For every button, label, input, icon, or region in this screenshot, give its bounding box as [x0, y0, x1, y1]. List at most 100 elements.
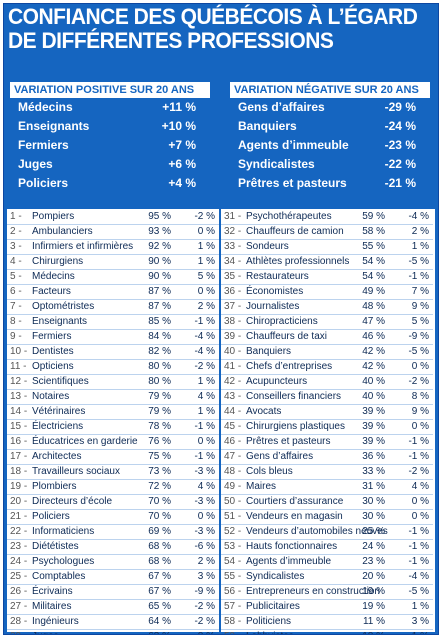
row-profession: Politiciens — [246, 616, 292, 627]
row-rank: 17 - — [10, 451, 28, 462]
row-confidence-pct: 25 % — [362, 526, 385, 537]
row-rank: 11 - — [10, 361, 27, 372]
negative-variation-value: -21 % — [384, 176, 416, 190]
table-row: 15 - Électriciens 78 % -1 % — [7, 420, 219, 435]
row-rank: 23 - — [10, 541, 28, 552]
row-rank: 12 - — [10, 376, 28, 387]
row-confidence-pct: 90 % — [148, 271, 171, 282]
row-confidence-pct: 19 % — [362, 601, 385, 612]
positive-variation-name: Policiers — [18, 176, 69, 190]
row-rank: 51 - — [224, 511, 242, 522]
row-rank: 19 - — [10, 481, 28, 492]
row-change: 1 % — [411, 601, 429, 612]
row-confidence-pct: 40 % — [362, 376, 385, 387]
table-row: 2 - Ambulanciers 93 % 0 % — [7, 225, 219, 240]
negative-variation-row: Syndicalistes -22 % — [230, 155, 430, 174]
table-row: 42 - Acupuncteurs 40 % -2 % — [221, 375, 433, 390]
row-rank: 3 - — [10, 241, 22, 252]
row-profession: Chauffeurs de camion — [246, 226, 344, 237]
row-change: -2 % — [408, 376, 429, 387]
row-profession: Opticiens — [32, 361, 74, 372]
negative-variation-value: -22 % — [384, 157, 416, 171]
row-rank: 6 - — [10, 286, 22, 297]
row-rank: 45 - — [224, 421, 242, 432]
row-confidence-pct: 64 % — [148, 616, 171, 627]
row-change: 2 % — [197, 556, 215, 567]
row-confidence-pct: 59 % — [362, 211, 385, 222]
row-profession: Optométristes — [32, 301, 95, 312]
row-profession: Fermiers — [32, 331, 72, 342]
row-profession: Athlètes professionnels — [246, 256, 350, 267]
row-profession: Vétérinaires — [32, 406, 86, 417]
row-confidence-pct: 30 % — [362, 496, 385, 507]
negative-variation-header: VARIATION NÉGATIVE SUR 20 ANS — [230, 82, 430, 98]
row-change: -1 % — [194, 451, 215, 462]
negative-variation-row: Banquiers -24 % — [230, 117, 430, 136]
chart-title: CONFIANCE DES QUÉBÉCOIS À L’ÉGARD DE DIF… — [8, 5, 434, 53]
row-rank: 4 - — [10, 256, 22, 267]
negative-variation-value: -29 % — [384, 100, 416, 114]
row-rank: 24 - — [10, 556, 28, 567]
row-profession: Plombiers — [32, 481, 77, 492]
row-change: 7 % — [411, 286, 429, 297]
row-rank: 20 - — [10, 496, 28, 507]
row-rank: 21 - — [10, 511, 28, 522]
row-change: -4 % — [194, 346, 215, 357]
row-profession: Conseillers financiers — [246, 391, 342, 402]
row-change: -1 % — [194, 316, 215, 327]
column-divider — [219, 209, 221, 632]
table-row: 35 - Restaurateurs 54 % -1 % — [221, 270, 433, 285]
table-row: 28 - Ingénieurs 64 % -2 % — [7, 615, 219, 630]
table-row: 13 - Notaires 79 % 4 % — [7, 390, 219, 405]
row-change: 9 % — [411, 406, 429, 417]
negative-variation-row: Agents d’immeuble -23 % — [230, 136, 430, 155]
row-rank: 50 - — [224, 496, 242, 507]
row-confidence-pct: 47 % — [362, 316, 385, 327]
row-confidence-pct: 31 % — [362, 481, 385, 492]
row-change: -4 % — [408, 211, 429, 222]
row-confidence-pct: 76 % — [148, 436, 171, 447]
table-row: 4 - Chirurgiens 90 % 1 % — [7, 255, 219, 270]
row-rank: 29 - — [10, 630, 27, 634]
row-confidence-pct: 87 % — [148, 301, 171, 312]
row-profession: Économistes — [246, 286, 304, 297]
row-confidence-pct: 90 % — [148, 256, 171, 267]
row-confidence-pct: 42 % — [362, 361, 385, 372]
row-profession: Lobbyistes — [246, 630, 294, 634]
table-row: 24 - Psychologues 68 % 2 % — [7, 555, 219, 570]
table-row: 10 - Dentistes 82 % -4 % — [7, 345, 219, 360]
row-confidence-pct: 46 % — [362, 331, 385, 342]
row-change: -1 % — [408, 541, 429, 552]
infographic: CONFIANCE DES QUÉBÉCOIS À L’ÉGARD DE DIF… — [3, 3, 439, 635]
row-profession: Hauts fonctionnaires — [246, 541, 338, 552]
row-rank: 36 - — [224, 286, 242, 297]
row-rank: 47 - — [224, 451, 242, 462]
row-rank: 44 - — [224, 406, 242, 417]
title-line-1: CONFIANCE DES QUÉBÉCOIS À L’ÉGARD — [8, 4, 418, 29]
negative-variation-name: Syndicalistes — [238, 157, 315, 171]
table-row: 45 - Chirurgiens plastiques 39 % 0 % — [221, 420, 433, 435]
row-profession: Sondeurs — [246, 241, 289, 252]
table-row: 57 - Publicitaires 19 % 1 % — [221, 600, 433, 615]
row-profession: Dentistes — [32, 346, 74, 357]
row-change: 1 % — [389, 630, 429, 634]
positive-variation-header: VARIATION POSITIVE SUR 20 ANS — [10, 82, 210, 98]
row-change: -2 % — [194, 361, 215, 372]
professions-table: 1 - Pompiers 95 % -2 % 2 - Ambulanciers 93 % 0 … — [7, 209, 435, 634]
table-row: 23 - Diététistes 68 % -6 % — [7, 540, 219, 555]
table-row: 39 - Chauffeurs de taxi 46 % -9 % — [221, 330, 433, 345]
row-rank: 27 - — [10, 601, 28, 612]
row-change: 0 % — [197, 226, 215, 237]
row-rank: 10 - — [10, 346, 28, 357]
row-change: 4 % — [197, 391, 215, 402]
row-rank: 53 - — [224, 541, 242, 552]
row-change: 9 % — [411, 301, 429, 312]
row-profession: Psychologues — [32, 556, 95, 567]
table-row: 19 - Plombiers 72 % 4 % — [7, 480, 219, 495]
row-confidence-pct: 23 % — [362, 556, 385, 567]
table-row: 46 - Prêtres et pasteurs 39 % -1 % — [221, 435, 433, 450]
table-row: 20 - Directeurs d’école 70 % -3 % — [7, 495, 219, 510]
row-rank: 52 - — [224, 526, 242, 537]
table-row: 53 - Hauts fonctionnaires 24 % -1 % — [221, 540, 433, 555]
row-profession: Acupuncteurs — [246, 376, 308, 387]
